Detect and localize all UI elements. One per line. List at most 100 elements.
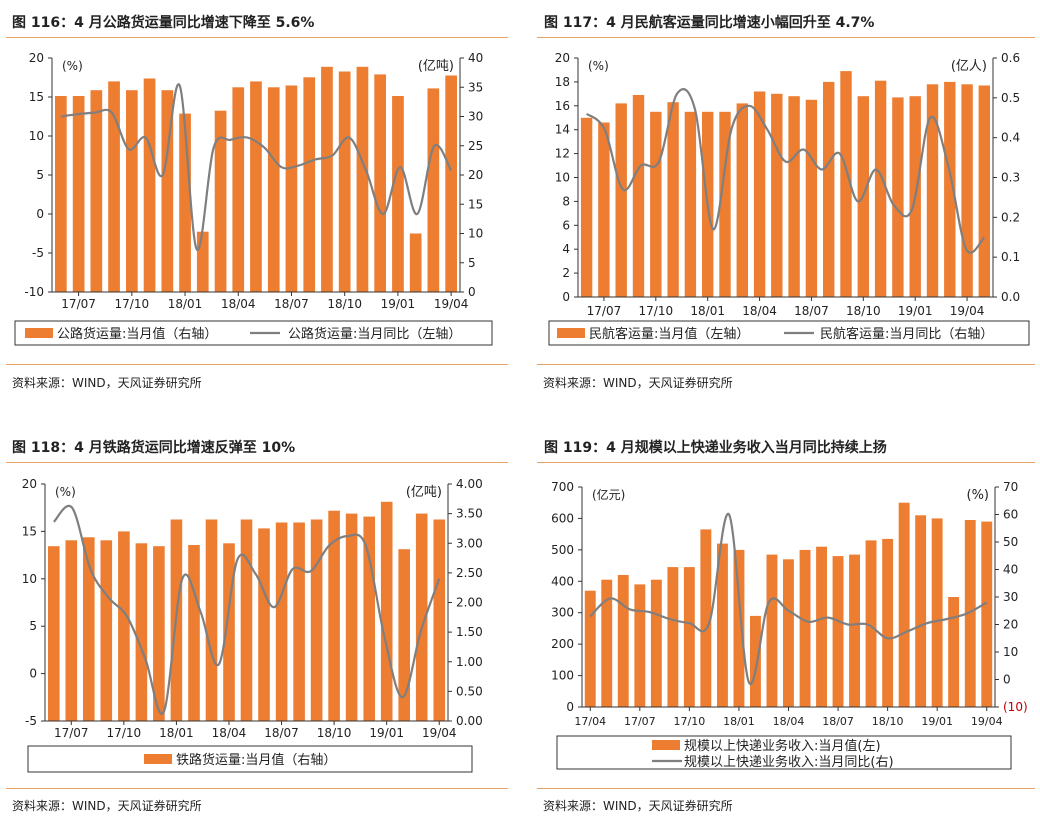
bar bbox=[293, 522, 305, 721]
bar bbox=[650, 111, 662, 297]
bar bbox=[580, 117, 593, 298]
bar bbox=[598, 122, 610, 297]
bar bbox=[882, 538, 894, 707]
bar bbox=[832, 556, 844, 707]
bar bbox=[788, 96, 800, 297]
x-tick-label: 18/04 bbox=[212, 726, 247, 740]
left-tick-label: 300 bbox=[551, 606, 574, 620]
right-tick-label: (10) bbox=[1003, 700, 1028, 714]
right-tick-label: 15 bbox=[468, 197, 483, 211]
bar bbox=[415, 513, 428, 721]
left-tick-label: 0 bbox=[562, 290, 570, 304]
bar bbox=[179, 113, 191, 292]
right-axis-unit: (%) bbox=[967, 488, 990, 503]
series-line bbox=[60, 83, 453, 251]
bar bbox=[799, 549, 811, 707]
x-tick-label: 17/10 bbox=[674, 715, 706, 728]
x-tick-label: 18/04 bbox=[221, 297, 256, 311]
bar bbox=[667, 567, 679, 707]
x-tick-label: 19/01 bbox=[381, 297, 416, 311]
x-tick-label: 19/04 bbox=[434, 297, 469, 311]
bar bbox=[380, 501, 393, 721]
right-tick-label: 2.00 bbox=[456, 596, 483, 610]
legend-line-label: 公路货运量:当月同比（左轴） bbox=[288, 326, 461, 342]
right-tick-label: 40 bbox=[468, 51, 483, 65]
chart-title: 图 116：4 月公路货运量同比增速下降至 5.6% bbox=[12, 15, 315, 31]
right-tick-label: 0.2 bbox=[1001, 210, 1020, 224]
bar bbox=[161, 90, 174, 292]
left-tick-label: 20 bbox=[29, 51, 44, 65]
left-tick-label: 5 bbox=[36, 168, 44, 182]
bar bbox=[392, 96, 404, 292]
bar bbox=[409, 233, 422, 292]
source-divider bbox=[537, 788, 1035, 789]
bar bbox=[232, 87, 245, 293]
left-tick-label: 20 bbox=[22, 477, 37, 491]
right-tick-label: 60 bbox=[1003, 508, 1018, 522]
bar bbox=[267, 87, 280, 293]
x-tick-label: 18/01 bbox=[168, 297, 203, 311]
right-tick-label: 2.50 bbox=[456, 566, 483, 580]
right-tick-label: 40 bbox=[1003, 563, 1018, 577]
left-tick-label: 200 bbox=[551, 637, 574, 651]
bar bbox=[948, 597, 960, 707]
bar bbox=[196, 231, 209, 292]
x-tick-label: 18/10 bbox=[872, 715, 904, 728]
bar bbox=[617, 575, 629, 707]
right-tick-label: 3.00 bbox=[456, 536, 483, 550]
left-tick-label: 15 bbox=[29, 90, 44, 104]
right-tick-label: 3.50 bbox=[456, 507, 483, 521]
bar bbox=[892, 97, 904, 298]
x-tick-label: 18/04 bbox=[773, 715, 805, 728]
right-tick-label: 10 bbox=[468, 227, 483, 241]
x-tick-label: 17/07 bbox=[54, 726, 89, 740]
bar bbox=[733, 549, 745, 707]
x-tick-label: 17/10 bbox=[639, 304, 674, 318]
x-tick-label: 18/01 bbox=[723, 715, 755, 728]
bar bbox=[750, 615, 761, 707]
bar bbox=[719, 111, 731, 297]
x-tick-label: 17/10 bbox=[115, 297, 150, 311]
x-tick-label: 17/07 bbox=[587, 304, 622, 318]
x-tick-label: 17/07 bbox=[624, 715, 656, 728]
bar bbox=[683, 567, 695, 707]
bar bbox=[321, 66, 333, 292]
bar bbox=[205, 519, 218, 721]
x-tick-label: 18/07 bbox=[264, 726, 299, 740]
x-tick-label: 18/07 bbox=[274, 297, 309, 311]
right-tick-label: 0 bbox=[1003, 673, 1011, 687]
bar bbox=[874, 80, 887, 297]
bar bbox=[667, 102, 679, 297]
left-tick-label: 0 bbox=[566, 700, 574, 714]
left-tick-label: 0 bbox=[36, 207, 44, 221]
bar bbox=[823, 81, 835, 298]
bar bbox=[303, 77, 316, 292]
left-tick-label: 18 bbox=[555, 75, 570, 89]
left-tick-label: 10 bbox=[22, 572, 37, 586]
x-tick-label: 18/10 bbox=[327, 297, 362, 311]
right-tick-label: 0.50 bbox=[456, 684, 483, 698]
right-tick-label: 0 bbox=[468, 285, 476, 299]
x-tick-label: 19/04 bbox=[971, 715, 1003, 728]
bar bbox=[931, 518, 943, 707]
bar bbox=[240, 519, 253, 721]
legend-bar-swatch bbox=[557, 328, 585, 338]
left-tick-label: 4 bbox=[562, 242, 570, 256]
right-tick-label: 30 bbox=[468, 110, 483, 124]
left-tick-label: 5 bbox=[29, 619, 37, 633]
legend-box bbox=[27, 745, 473, 773]
series-line bbox=[589, 513, 988, 686]
left-axis-unit: (%) bbox=[62, 59, 83, 73]
bar bbox=[108, 81, 120, 293]
bar bbox=[48, 546, 60, 721]
bar bbox=[634, 584, 646, 707]
bar bbox=[328, 510, 340, 721]
left-axis-unit: (%) bbox=[55, 485, 76, 499]
right-tick-label: 25 bbox=[468, 139, 483, 153]
source-note: 资料来源：WIND，天风证券研究所 bbox=[12, 376, 202, 390]
bar bbox=[766, 554, 778, 707]
x-tick-label: 19/01 bbox=[921, 715, 953, 728]
legend-bar-label: 铁路货运量:当月值（右轴） bbox=[176, 752, 336, 768]
bar bbox=[275, 522, 288, 721]
